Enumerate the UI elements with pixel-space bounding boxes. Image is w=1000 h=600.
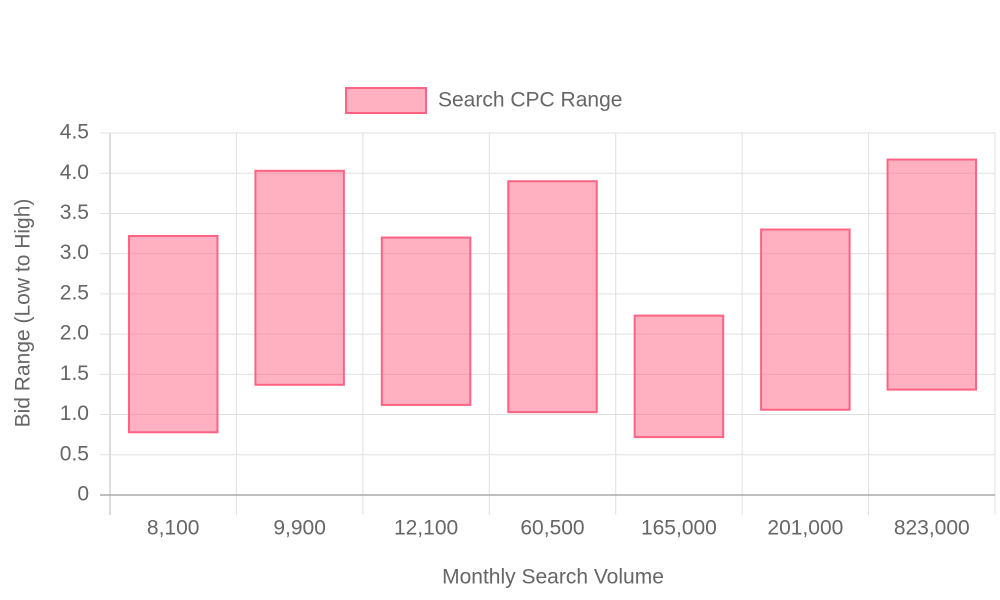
y-axis-title: Bid Range (Low to High) bbox=[12, 199, 35, 428]
y-tick-label: 1.5 bbox=[60, 362, 89, 385]
y-tick-label: 0.5 bbox=[60, 442, 89, 465]
legend-label: Search CPC Range bbox=[438, 89, 622, 112]
x-tick-label: 60,500 bbox=[520, 517, 584, 540]
x-tick-label: 12,100 bbox=[394, 517, 458, 540]
y-tick-label: 2.5 bbox=[60, 281, 89, 304]
bar bbox=[507, 180, 598, 414]
bar bbox=[760, 228, 851, 411]
x-tick-label: 165,000 bbox=[641, 517, 717, 540]
x-tick-label: 8,100 bbox=[147, 517, 200, 540]
y-tick-label: 3.5 bbox=[60, 201, 89, 224]
legend-swatch bbox=[345, 87, 427, 114]
x-tick-label: 201,000 bbox=[767, 517, 843, 540]
bar bbox=[127, 234, 219, 434]
bar bbox=[633, 314, 725, 439]
x-tick-label: 9,900 bbox=[273, 517, 326, 540]
bar bbox=[886, 158, 978, 391]
y-tick-label: 4.0 bbox=[60, 161, 89, 184]
y-tick-label: 3.0 bbox=[60, 241, 89, 264]
y-tick-label: 4.5 bbox=[60, 121, 89, 144]
x-tick-label: 823,000 bbox=[894, 517, 970, 540]
bar bbox=[254, 169, 345, 386]
y-tick-label: 2.0 bbox=[60, 322, 89, 345]
bar bbox=[380, 236, 472, 406]
x-axis-title: Monthly Search Volume bbox=[442, 566, 664, 589]
y-tick-label: 0 bbox=[77, 483, 89, 506]
y-tick-label: 1.0 bbox=[60, 402, 89, 425]
